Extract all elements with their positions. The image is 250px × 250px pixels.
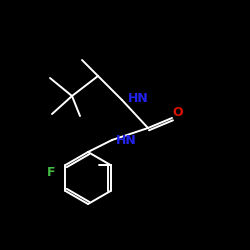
Text: HN: HN (128, 92, 149, 104)
Text: O: O (173, 106, 183, 120)
Text: F: F (47, 166, 55, 179)
Text: HN: HN (116, 134, 137, 146)
